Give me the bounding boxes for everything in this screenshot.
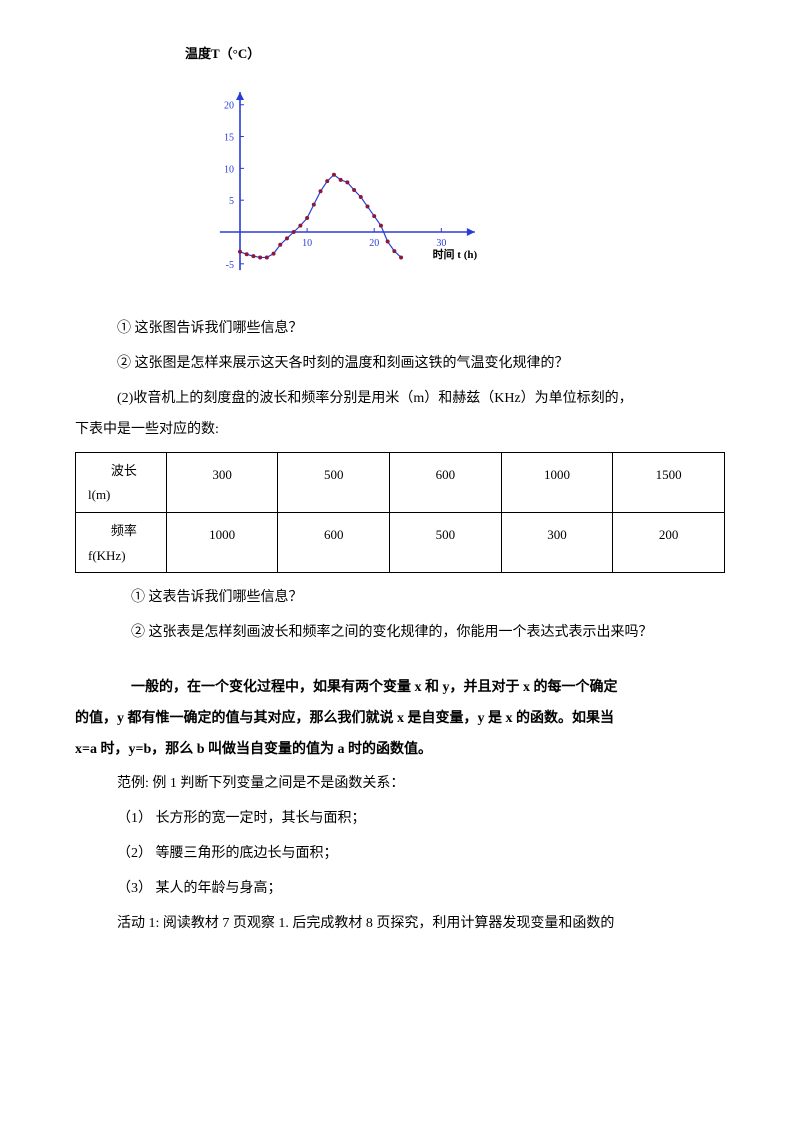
table-header-frequency: 频率 f(KHz) <box>76 512 167 572</box>
table-cell: 300 <box>166 452 278 512</box>
svg-text:20: 20 <box>224 100 234 111</box>
table-cell: 200 <box>613 512 725 572</box>
table-header-wavelength: 波长 l(m) <box>76 452 167 512</box>
svg-text:10: 10 <box>224 164 234 175</box>
table-cell: 600 <box>390 452 502 512</box>
para-2-intro-1: (2)收音机上的刻度盘的波长和频率分别是用米（m）和赫兹（KHz）为单位标刻的， <box>75 384 725 415</box>
example-1: （1） 长方形的宽一定时，其长与面积； <box>75 804 725 835</box>
svg-text:15: 15 <box>224 132 234 143</box>
svg-text:10: 10 <box>302 238 312 249</box>
table-cell: 500 <box>390 512 502 572</box>
question-2: ② 这张图是怎样来展示这天各时刻的温度和刻画这铁的气温变化规律的？ <box>75 349 725 380</box>
chart-axis-label-y: 温度T（°C） <box>185 40 725 69</box>
svg-text:-5: -5 <box>226 259 234 270</box>
table-cell: 1000 <box>501 452 613 512</box>
table-cell: 600 <box>278 512 390 572</box>
svg-text:5: 5 <box>229 196 234 207</box>
wave-freq-table: 波长 l(m) 30050060010001500 频率 f(KHz) 1000… <box>75 452 725 574</box>
question-3: ① 这表告诉我们哪些信息？ <box>75 583 725 614</box>
activity-1: 活动 1: 阅读教材 7 页观察 1. 后完成教材 8 页探究，利用计算器发现变… <box>75 909 725 940</box>
temperature-chart: -5 5 10 15 20 10 20 30时间 t (h) <box>205 77 725 290</box>
question-4: ② 这张表是怎样刻画波长和频率之间的变化规律的，你能用一个表达式表示出来吗？ <box>75 618 725 649</box>
example-title: 范例: 例 1 判断下列变量之间是不是函数关系： <box>75 769 725 800</box>
table-cell: 1000 <box>166 512 278 572</box>
svg-text:时间 t (h): 时间 t (h) <box>433 247 478 261</box>
definition-line-3: x=a 时，y=b，那么 b 叫做当自变量的值为 a 时的函数值。 <box>75 735 725 766</box>
table-cell: 500 <box>278 452 390 512</box>
definition-line-2: 的值，y 都有惟一确定的值与其对应，那么我们就说 x 是自变量，y 是 x 的函… <box>75 704 725 735</box>
question-1: ① 这张图告诉我们哪些信息？ <box>75 314 725 345</box>
svg-text:20: 20 <box>369 238 379 249</box>
example-2: （2） 等腰三角形的底边长与面积； <box>75 839 725 870</box>
para-2-intro-2: 下表中是一些对应的数: <box>75 415 725 446</box>
table-cell: 1500 <box>613 452 725 512</box>
table-cell: 300 <box>501 512 613 572</box>
example-3: （3） 某人的年龄与身高； <box>75 874 725 905</box>
svg-text:30: 30 <box>436 238 446 249</box>
definition-line-1: 一般的，在一个变化过程中，如果有两个变量 x 和 y，并且对于 x 的每一个确定 <box>75 673 725 704</box>
